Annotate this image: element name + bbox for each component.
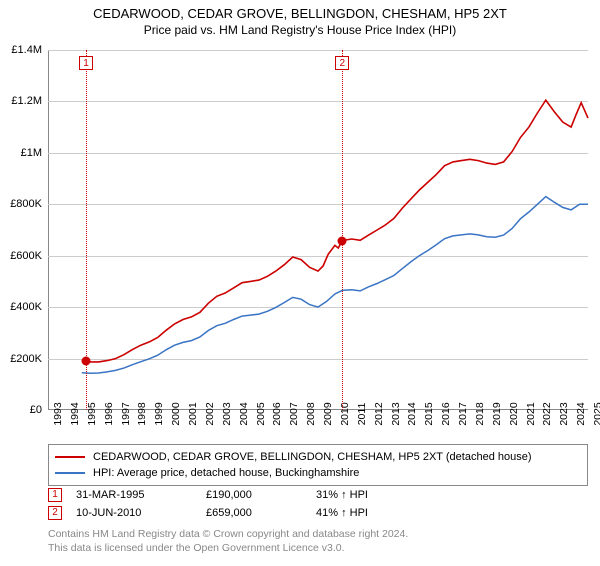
legend-swatch <box>55 456 85 458</box>
event-row: 1 31-MAR-1995£190,00031% ↑ HPI <box>48 486 588 504</box>
y-axis-label: £600K <box>0 250 42 262</box>
event-id-marker: 2 <box>335 56 349 70</box>
legend-label: HPI: Average price, detached house, Buck… <box>93 467 359 479</box>
series-line <box>82 100 588 362</box>
attribution-text: Contains HM Land Registry data © Crown c… <box>48 528 588 555</box>
event-date: 31-MAR-1995 <box>76 489 206 501</box>
y-axis-label: £400K <box>0 301 42 313</box>
series-line <box>82 197 588 374</box>
y-axis-label: £0 <box>0 404 42 416</box>
event-diff: 41% ↑ HPI <box>316 507 416 519</box>
x-axis-label: 2025 <box>592 402 600 425</box>
y-axis-label: £1.2M <box>0 95 42 107</box>
attribution-line2: This data is licensed under the Open Gov… <box>48 542 345 554</box>
event-id-marker: 1 <box>79 56 93 70</box>
legend-swatch <box>55 472 85 474</box>
y-axis-label: £1M <box>0 147 42 159</box>
legend-box: CEDARWOOD, CEDAR GROVE, BELLINGDON, CHES… <box>48 444 588 486</box>
attribution-line1: Contains HM Land Registry data © Crown c… <box>48 528 408 540</box>
event-diff: 31% ↑ HPI <box>316 489 416 501</box>
event-date: 10-JUN-2010 <box>76 507 206 519</box>
legend-label: CEDARWOOD, CEDAR GROVE, BELLINGDON, CHES… <box>93 451 532 463</box>
event-row: 2 10-JUN-2010£659,00041% ↑ HPI <box>48 504 588 522</box>
event-dot <box>81 357 90 366</box>
event-dot <box>338 236 347 245</box>
event-price: £190,000 <box>206 489 316 501</box>
chart-title: CEDARWOOD, CEDAR GROVE, BELLINGDON, CHES… <box>0 6 600 21</box>
legend-item: HPI: Average price, detached house, Buck… <box>55 465 581 481</box>
event-price: £659,000 <box>206 507 316 519</box>
chart-subtitle: Price paid vs. HM Land Registry's House … <box>0 23 600 37</box>
event-row-id: 1 <box>48 488 62 502</box>
y-axis-label: £1.4M <box>0 44 42 56</box>
line-series-svg <box>48 50 588 410</box>
y-axis-label: £800K <box>0 198 42 210</box>
event-row-id: 2 <box>48 506 62 520</box>
event-vline <box>342 50 343 410</box>
chart-area: £0£200K£400K£600K£800K£1M£1.2M£1.4M 1993… <box>48 50 588 410</box>
event-table: 1 31-MAR-1995£190,00031% ↑ HPI 2 10-JUN-201… <box>48 486 588 522</box>
y-axis-label: £200K <box>0 353 42 365</box>
legend-item: CEDARWOOD, CEDAR GROVE, BELLINGDON, CHES… <box>55 449 581 465</box>
